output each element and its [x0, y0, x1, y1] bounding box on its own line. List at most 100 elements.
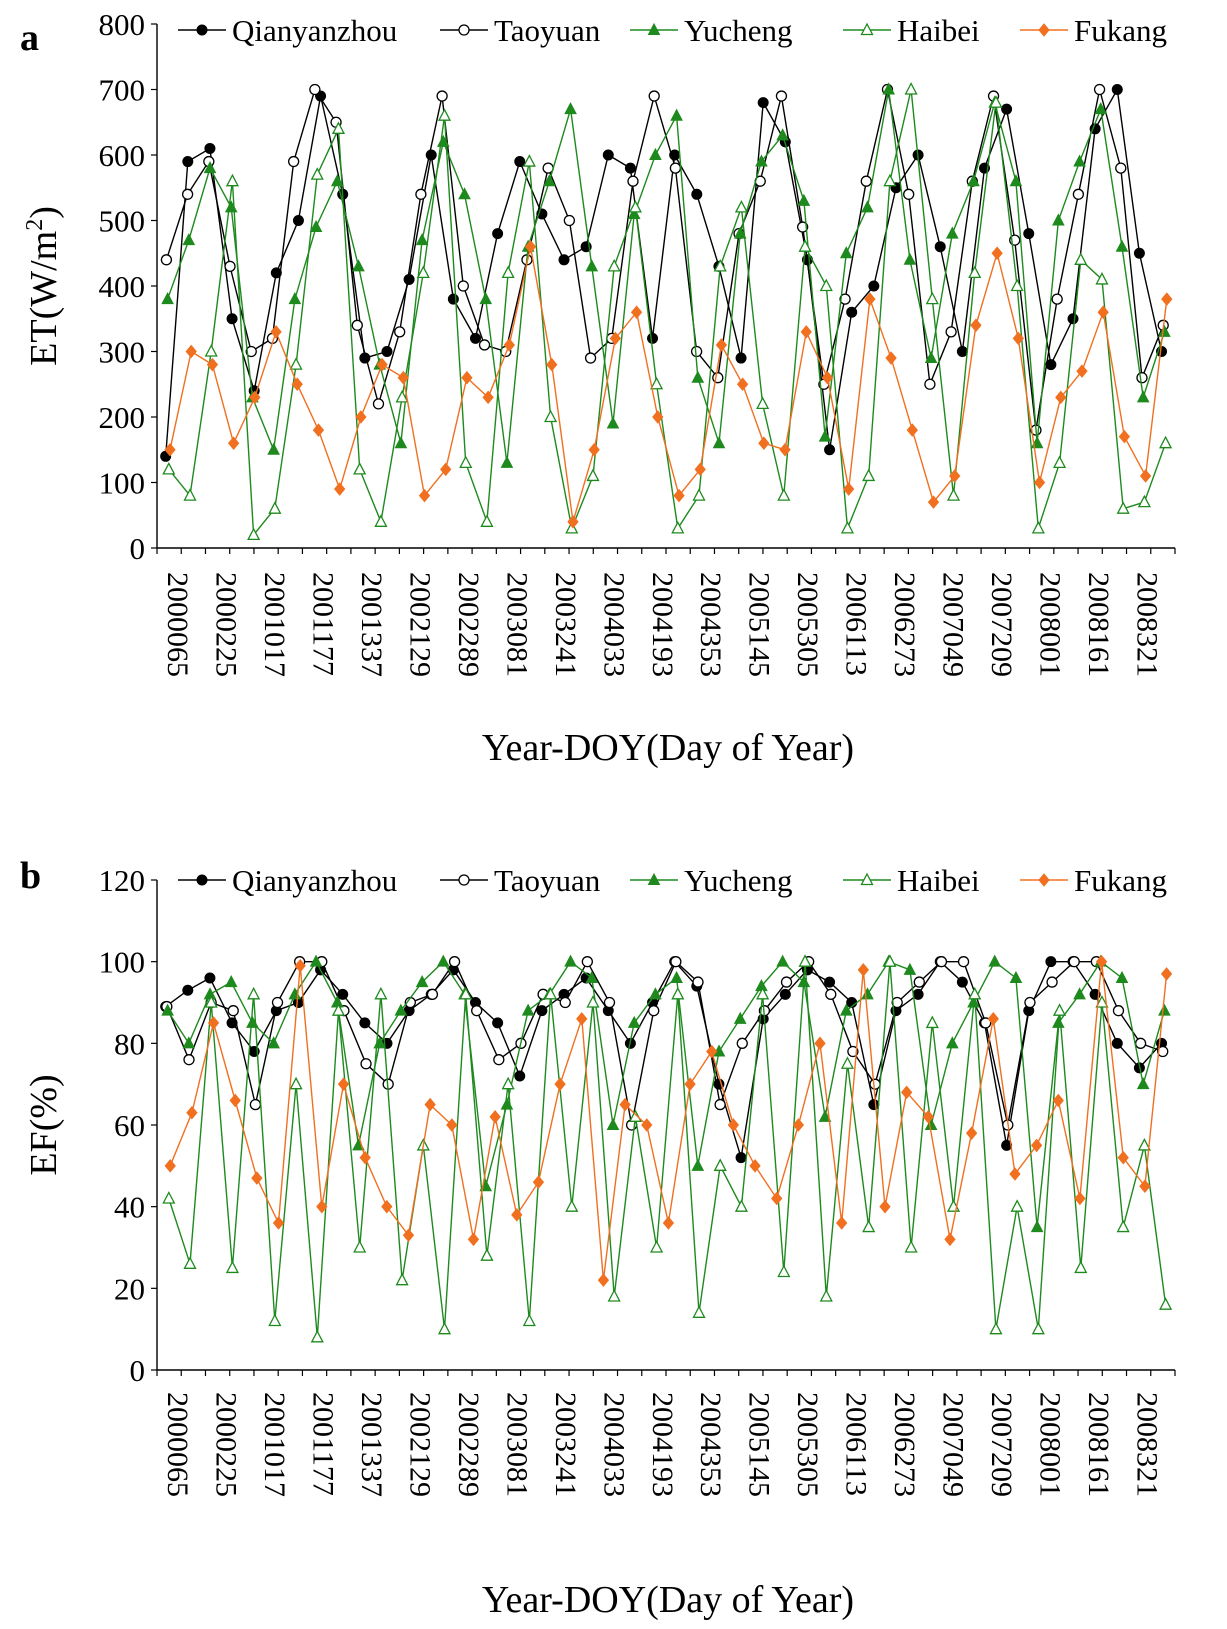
data-point	[1045, 956, 1057, 968]
data-point	[798, 239, 812, 252]
data-point	[227, 1005, 239, 1017]
data-point	[425, 149, 437, 161]
x-tick-label: 2006273	[888, 1392, 921, 1497]
legend-marker	[458, 874, 470, 886]
series-yucheng	[161, 82, 1171, 468]
data-point	[670, 970, 683, 983]
data-point	[891, 996, 903, 1009]
data-point	[1052, 1003, 1067, 1016]
data-point	[957, 956, 970, 968]
data-point	[249, 390, 261, 405]
data-point	[164, 1159, 176, 1173]
data-point	[204, 995, 218, 1008]
data-point	[225, 1260, 240, 1274]
data-point	[204, 972, 216, 984]
data-point	[204, 142, 216, 154]
data-point	[437, 1321, 452, 1335]
data-point	[532, 1175, 545, 1189]
data-point	[606, 416, 620, 429]
data-point	[670, 108, 683, 121]
data-point	[226, 313, 238, 325]
data-point	[1136, 390, 1150, 403]
data-point	[270, 325, 282, 339]
data-point	[715, 338, 728, 352]
data-point	[989, 95, 1003, 108]
data-point	[946, 488, 961, 501]
legend-marker	[1038, 873, 1050, 887]
data-point	[847, 1045, 859, 1058]
legend-label: Taoyuan	[494, 863, 601, 898]
data-point	[1068, 956, 1080, 968]
y-tick-label: 400	[99, 269, 146, 304]
legend-label: Fukang	[1074, 863, 1167, 898]
data-point	[1030, 1220, 1044, 1233]
data-point	[1116, 501, 1130, 514]
legend-marker	[647, 872, 661, 885]
series-group	[160, 954, 1173, 1343]
data-point	[861, 987, 874, 1000]
data-point	[987, 1012, 999, 1026]
data-point	[991, 246, 1003, 261]
data-point	[204, 344, 218, 357]
data-point	[461, 370, 473, 385]
panel-label: a	[20, 17, 39, 59]
data-point	[691, 1158, 705, 1171]
data-point	[309, 83, 321, 96]
data-point	[1095, 954, 1108, 969]
data-point	[1139, 1179, 1151, 1194]
data-point	[777, 1264, 791, 1278]
data-point	[288, 292, 302, 305]
data-point	[1115, 239, 1129, 252]
legend-marker	[196, 874, 208, 886]
data-point	[627, 1015, 641, 1028]
data-point	[1012, 331, 1024, 346]
data-point	[1116, 1219, 1130, 1233]
data-point	[956, 346, 968, 357]
data-point	[330, 174, 344, 187]
x-tick-label: 2001337	[355, 572, 388, 677]
data-point	[924, 378, 936, 390]
legend-label: Yucheng	[684, 863, 792, 898]
data-point	[1074, 1260, 1088, 1274]
x-tick-label: 2007209	[985, 572, 1018, 677]
data-point	[945, 226, 959, 239]
data-point	[225, 173, 240, 187]
data-point	[756, 396, 770, 410]
data-point	[503, 338, 515, 352]
data-point	[843, 482, 855, 496]
x-tick-label: 2007209	[985, 1392, 1018, 1497]
data-point	[862, 468, 876, 482]
chart-panel-b: b 0 20 40 60 80 100 120 2000065 2000225 2001017 200…	[20, 855, 1176, 1621]
series-taoyuan	[160, 83, 1169, 436]
data-point	[670, 956, 682, 968]
data-point	[292, 215, 304, 226]
data-point	[1136, 1077, 1150, 1090]
data-point	[922, 1110, 934, 1124]
legend-label: Fukang	[1074, 13, 1167, 48]
data-point	[564, 954, 577, 967]
data-point	[1094, 102, 1108, 115]
data-point	[771, 1191, 783, 1206]
data-point	[447, 293, 459, 305]
data-point	[458, 187, 471, 200]
data-point	[1161, 292, 1173, 306]
data-point	[493, 1054, 505, 1066]
data-point	[584, 352, 597, 364]
data-point	[185, 344, 197, 359]
data-point	[514, 1070, 526, 1082]
data-point	[206, 357, 219, 372]
data-point	[819, 278, 833, 292]
data-point	[162, 461, 176, 475]
data-point	[294, 958, 306, 973]
data-point	[712, 436, 726, 449]
data-point	[374, 986, 388, 1000]
legend-item-haibei: Haibei	[843, 863, 980, 898]
data-point	[381, 1199, 393, 1214]
data-point	[935, 956, 948, 968]
data-point	[334, 482, 346, 496]
data-point	[1031, 1321, 1045, 1335]
data-point	[619, 1097, 631, 1112]
data-point	[1052, 213, 1065, 226]
data-point	[1159, 435, 1173, 449]
